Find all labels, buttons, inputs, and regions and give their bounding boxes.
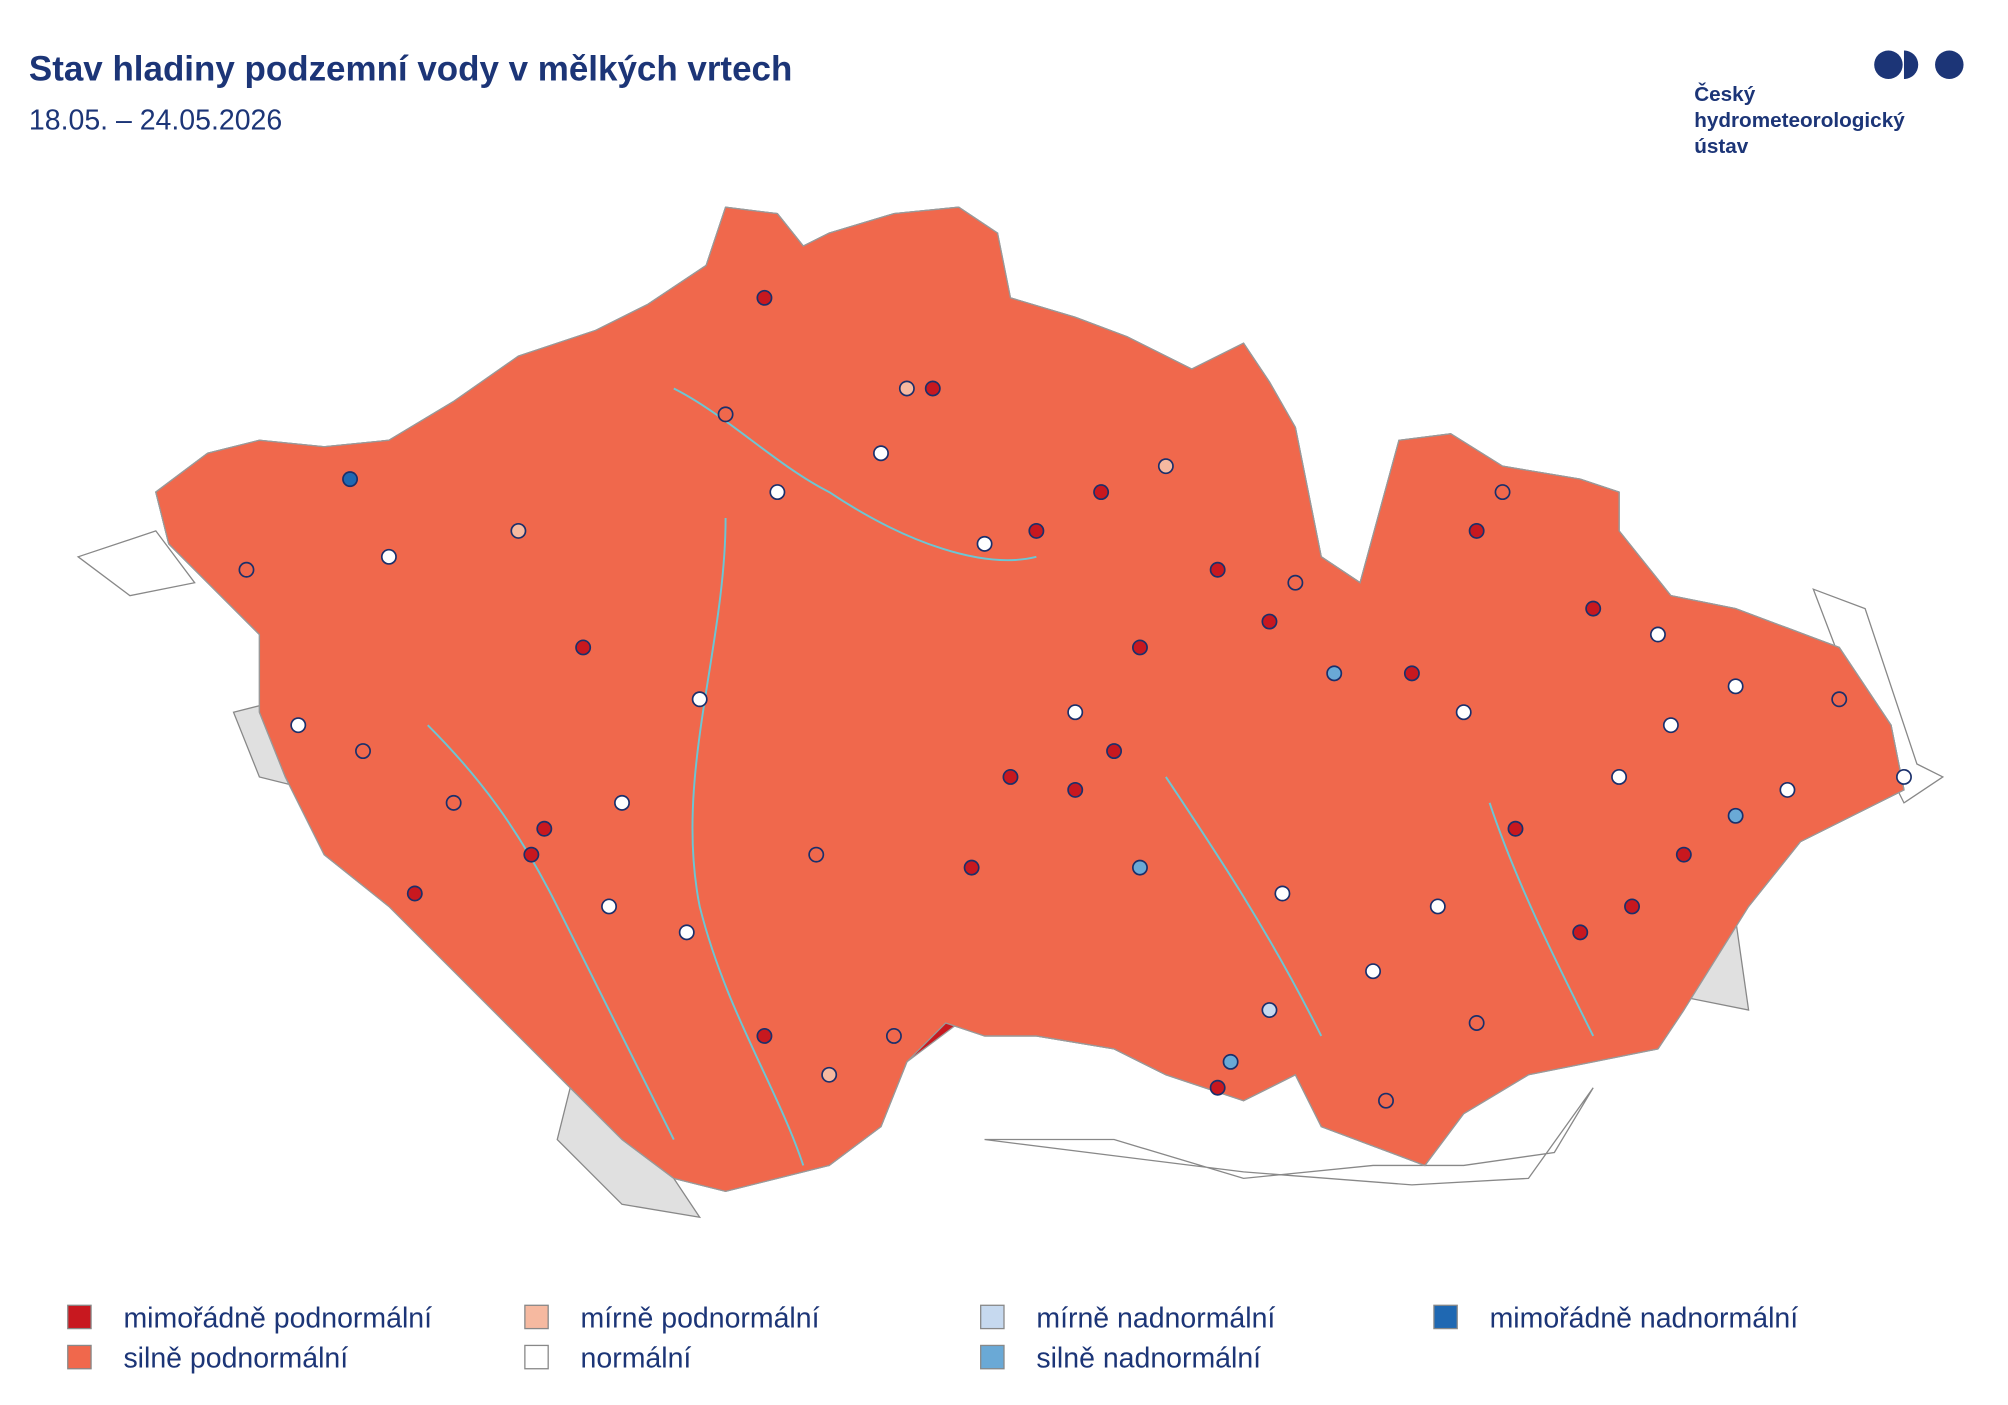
- legend-label: mírně podnormální: [581, 1302, 820, 1334]
- station: [406, 885, 423, 902]
- station: [1662, 717, 1679, 734]
- legend-swatch: [980, 1344, 1005, 1370]
- logo-dot: [1874, 50, 1903, 79]
- station: [1494, 484, 1511, 501]
- station: [1624, 898, 1641, 915]
- station: [1468, 522, 1485, 539]
- station: [1326, 665, 1343, 682]
- subtitle: 18.05. – 24.05.2026: [29, 104, 282, 136]
- logo-text: Český: [1694, 82, 1755, 106]
- legend-label: silně nadnormální: [1036, 1342, 1261, 1374]
- station: [1585, 600, 1602, 617]
- station: [873, 445, 889, 462]
- station: [1403, 665, 1420, 682]
- legend-swatch: [1433, 1304, 1458, 1330]
- station: [1378, 1092, 1394, 1109]
- station: [821, 1066, 838, 1083]
- station: [1727, 807, 1744, 824]
- logo-dot: [1935, 50, 1964, 79]
- station: [924, 380, 941, 397]
- station: [1727, 678, 1744, 695]
- station: [380, 548, 397, 565]
- station: [1093, 484, 1110, 501]
- station: [885, 1027, 902, 1044]
- station: [1675, 846, 1692, 863]
- station: [536, 820, 553, 837]
- legend-label: mírně nadnormální: [1036, 1302, 1275, 1334]
- station: [1896, 768, 1912, 785]
- station: [1209, 561, 1226, 578]
- station: [976, 535, 993, 552]
- station: [1572, 924, 1589, 941]
- station: [1028, 522, 1045, 539]
- station: [769, 484, 786, 501]
- station: [614, 794, 630, 811]
- station: [691, 691, 708, 708]
- station: [523, 846, 540, 863]
- station: [717, 406, 734, 423]
- station: [1455, 704, 1472, 721]
- station: [1649, 626, 1666, 643]
- station: [1067, 704, 1084, 721]
- map: [76, 205, 1945, 1219]
- station: [963, 859, 980, 876]
- legend-label: mimořádně podnormální: [123, 1302, 432, 1334]
- station: [290, 717, 307, 734]
- station: [1132, 859, 1148, 876]
- station: [1261, 1002, 1278, 1019]
- station: [1106, 743, 1123, 760]
- logo-half: [1903, 50, 1919, 79]
- legend-label: normální: [581, 1342, 692, 1374]
- station: [756, 1027, 773, 1044]
- station: [898, 380, 915, 397]
- legend-swatch: [524, 1304, 549, 1330]
- station: [1287, 574, 1304, 591]
- station: [1132, 639, 1148, 656]
- logo: Český hydrometeorologický ústav: [1694, 50, 1964, 158]
- stations: [238, 289, 1912, 1109]
- legend: mimořádně podnormální silně podnormální mí…: [67, 1302, 1799, 1374]
- station: [445, 794, 462, 811]
- logo-text: ústav: [1694, 135, 1749, 158]
- station: [601, 898, 618, 915]
- station: [1507, 820, 1524, 837]
- station: [678, 924, 695, 941]
- logo-text: hydrometeorologický: [1694, 109, 1905, 132]
- legend-swatch: [524, 1344, 549, 1370]
- station: [1831, 691, 1848, 708]
- station: [1274, 885, 1291, 902]
- station: [1002, 768, 1019, 785]
- station: [1429, 898, 1446, 915]
- legend-label: mimořádně nadnormální: [1490, 1302, 1799, 1334]
- station: [1468, 1015, 1485, 1031]
- title: Stav hladiny podzemní vody v mělkých vrt…: [29, 49, 792, 88]
- station: [342, 471, 359, 488]
- legend-swatch: [67, 1344, 92, 1370]
- station: [808, 846, 825, 863]
- station: [1209, 1079, 1226, 1096]
- legend-swatch: [980, 1304, 1005, 1330]
- station: [575, 639, 592, 656]
- station: [355, 743, 371, 760]
- legend-swatch: [67, 1304, 92, 1330]
- station: [1222, 1053, 1239, 1070]
- station: [1779, 781, 1796, 798]
- river: [427, 387, 1595, 1166]
- station: [1261, 613, 1278, 630]
- legend-label: silně podnormální: [123, 1342, 348, 1374]
- station: [1157, 458, 1174, 475]
- station: [756, 289, 773, 306]
- station: [510, 522, 527, 539]
- station: [1611, 768, 1628, 785]
- station: [238, 561, 255, 578]
- station: [1067, 781, 1084, 798]
- station: [1365, 963, 1382, 980]
- state-border: [154, 205, 1906, 1193]
